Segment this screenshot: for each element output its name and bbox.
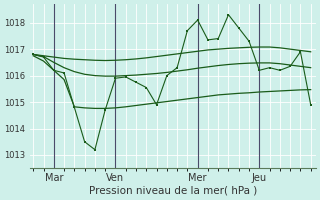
X-axis label: Pression niveau de la mer( hPa ): Pression niveau de la mer( hPa ) — [89, 186, 257, 196]
